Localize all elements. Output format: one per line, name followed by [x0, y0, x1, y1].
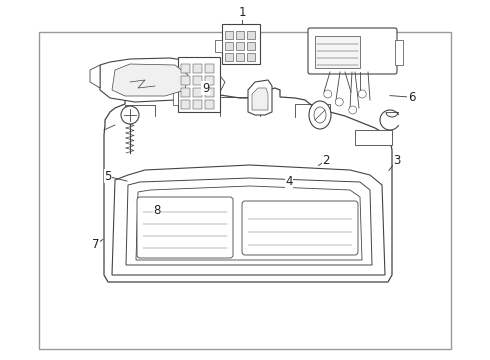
- Bar: [236, 42, 244, 50]
- Text: 2: 2: [322, 154, 330, 167]
- Bar: [193, 76, 202, 85]
- Ellipse shape: [309, 101, 331, 129]
- Polygon shape: [248, 80, 272, 115]
- Bar: [205, 100, 214, 109]
- Polygon shape: [205, 70, 225, 92]
- Bar: [181, 64, 190, 73]
- Circle shape: [349, 106, 357, 114]
- Bar: [247, 31, 255, 39]
- Polygon shape: [112, 64, 188, 96]
- Bar: [193, 88, 202, 97]
- Polygon shape: [252, 88, 268, 110]
- Bar: [215, 40, 222, 52]
- Circle shape: [335, 98, 343, 106]
- Bar: [181, 76, 190, 85]
- Bar: [225, 42, 233, 50]
- Bar: [222, 24, 260, 64]
- Bar: [178, 57, 220, 112]
- Bar: [173, 70, 178, 105]
- Bar: [39, 32, 451, 349]
- Text: 5: 5: [104, 170, 112, 183]
- Text: 7: 7: [92, 238, 99, 251]
- Bar: [225, 53, 233, 61]
- Bar: [205, 76, 214, 85]
- FancyBboxPatch shape: [242, 201, 358, 255]
- Circle shape: [324, 90, 332, 98]
- Bar: [236, 53, 244, 61]
- Bar: [205, 64, 214, 73]
- Bar: [236, 31, 244, 39]
- Circle shape: [358, 90, 366, 98]
- Text: 1: 1: [239, 6, 246, 19]
- Text: 8: 8: [153, 204, 161, 217]
- Text: 6: 6: [408, 91, 416, 104]
- Polygon shape: [90, 65, 100, 88]
- Bar: [181, 88, 190, 97]
- Circle shape: [121, 106, 139, 124]
- Polygon shape: [136, 186, 362, 260]
- Text: 9: 9: [202, 82, 210, 95]
- Bar: [395, 40, 403, 65]
- Ellipse shape: [314, 107, 326, 123]
- Bar: [193, 64, 202, 73]
- Bar: [205, 88, 214, 97]
- Bar: [315, 36, 360, 68]
- Text: 3: 3: [393, 154, 401, 167]
- Polygon shape: [126, 178, 372, 265]
- Bar: [247, 53, 255, 61]
- Polygon shape: [104, 88, 392, 282]
- Text: 4: 4: [285, 175, 293, 188]
- Bar: [181, 100, 190, 109]
- Bar: [225, 31, 233, 39]
- FancyBboxPatch shape: [137, 197, 233, 258]
- FancyBboxPatch shape: [308, 28, 397, 74]
- Polygon shape: [112, 165, 385, 275]
- Polygon shape: [100, 58, 205, 102]
- Bar: [193, 100, 202, 109]
- Polygon shape: [355, 130, 392, 145]
- Bar: [247, 42, 255, 50]
